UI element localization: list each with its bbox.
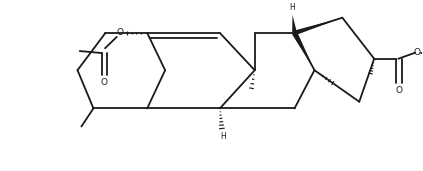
Polygon shape — [294, 18, 342, 35]
Polygon shape — [292, 32, 314, 70]
Text: H: H — [290, 3, 295, 12]
Text: O: O — [116, 28, 124, 37]
Text: O: O — [414, 48, 420, 57]
Text: O: O — [101, 78, 108, 87]
Text: O: O — [396, 86, 403, 95]
Polygon shape — [292, 15, 297, 33]
Text: H: H — [220, 133, 225, 141]
